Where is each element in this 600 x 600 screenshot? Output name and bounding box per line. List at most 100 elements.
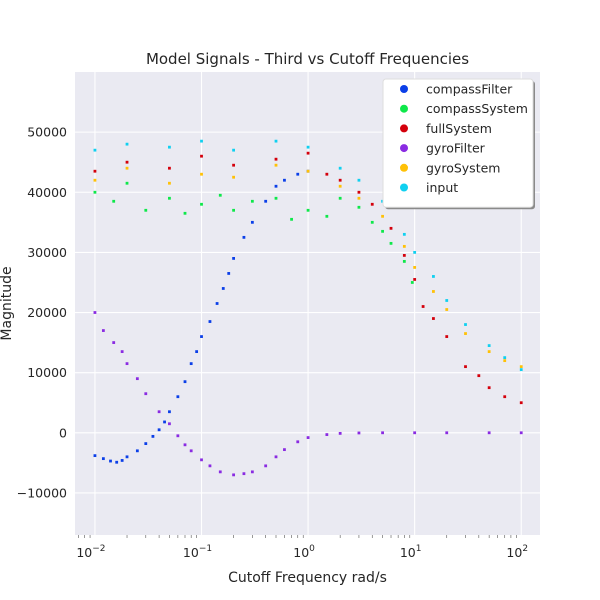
data-point	[215, 302, 219, 305]
series-gyroFilter	[93, 311, 523, 477]
data-point	[176, 395, 180, 399]
data-point	[274, 163, 278, 167]
data-point	[432, 317, 435, 320]
data-point	[464, 323, 467, 326]
data-point	[125, 142, 129, 146]
legend-marker	[400, 183, 408, 192]
data-point	[283, 448, 286, 452]
data-point	[144, 442, 148, 446]
data-point	[93, 148, 97, 152]
data-point	[120, 459, 124, 462]
data-point	[432, 290, 435, 293]
data-point	[264, 199, 268, 203]
data-point	[274, 184, 278, 188]
data-point	[218, 470, 222, 474]
data-point	[503, 356, 507, 360]
data-point	[357, 178, 361, 182]
data-point	[232, 257, 235, 260]
data-point	[477, 374, 481, 378]
series-input	[93, 139, 523, 372]
y-tick-label: 40000	[27, 185, 67, 200]
series-layer	[93, 139, 523, 477]
data-point	[464, 365, 467, 369]
data-point	[93, 190, 97, 194]
data-point	[168, 410, 171, 414]
data-point	[135, 377, 139, 381]
legend-label: compassSystem	[426, 101, 528, 116]
data-point	[101, 329, 105, 332]
data-point	[183, 380, 187, 384]
data-point	[413, 266, 417, 269]
data-point	[402, 260, 406, 263]
legend-label: gyroSystem	[426, 160, 500, 175]
data-point	[357, 190, 361, 194]
data-point	[250, 220, 254, 224]
data-point	[200, 139, 203, 143]
x-axis-label: Cutoff Frequency rad/s	[228, 570, 387, 586]
data-point	[168, 181, 171, 185]
data-point	[306, 436, 310, 439]
data-point	[389, 241, 393, 245]
legend: compassFilter compassSystem fullSystem gyro…	[382, 78, 535, 210]
data-point	[325, 214, 329, 218]
data-point	[402, 232, 406, 236]
data-point	[389, 226, 393, 230]
y-tick-label: 30000	[27, 245, 67, 260]
data-point	[200, 202, 203, 206]
data-point	[274, 157, 278, 161]
y-tick-label: 10000	[27, 365, 67, 380]
data-point	[232, 163, 235, 167]
data-point	[487, 386, 491, 390]
data-point	[125, 455, 129, 459]
series-compassFilter	[93, 169, 310, 464]
legend-label: fullSystem	[426, 121, 492, 136]
data-point	[370, 202, 374, 206]
data-point	[325, 172, 329, 176]
data-point	[338, 178, 342, 182]
data-point	[227, 272, 231, 275]
series-compassSystem	[93, 181, 414, 284]
data-point	[183, 443, 187, 447]
data-point	[157, 410, 161, 414]
data-point	[168, 166, 171, 170]
data-point	[157, 428, 161, 432]
data-point	[357, 196, 361, 200]
data-point	[200, 335, 203, 338]
data-point	[274, 139, 278, 143]
data-point	[413, 278, 417, 281]
data-point	[200, 458, 203, 462]
data-point	[168, 422, 171, 426]
data-point	[250, 199, 254, 203]
chart-title: Model Signals - Third vs Cutoff Frequenc…	[146, 50, 469, 68]
data-point	[519, 401, 523, 405]
data-point	[306, 151, 310, 155]
legend-marker	[400, 163, 408, 172]
data-point	[125, 160, 129, 164]
data-point	[144, 208, 148, 212]
data-point	[296, 440, 300, 444]
data-point	[432, 275, 435, 278]
legend-marker	[400, 144, 408, 153]
data-point	[503, 359, 507, 363]
data-point	[296, 172, 300, 176]
legend-marker	[400, 104, 408, 113]
data-point	[274, 455, 278, 459]
data-point	[283, 178, 286, 182]
data-point	[487, 431, 491, 435]
series-gyroSystem	[93, 163, 523, 369]
y-tick-label: 50000	[27, 125, 67, 140]
data-point	[183, 211, 187, 215]
legend-marker	[400, 124, 408, 133]
data-point	[208, 464, 212, 468]
data-point	[112, 199, 116, 203]
series-fullSystem	[93, 151, 523, 405]
data-point	[487, 344, 491, 347]
data-point	[306, 169, 310, 173]
data-point	[413, 250, 417, 254]
data-point	[151, 434, 155, 438]
data-point	[413, 431, 417, 435]
data-point	[338, 431, 342, 435]
data-point	[163, 420, 166, 424]
data-point	[168, 145, 171, 149]
